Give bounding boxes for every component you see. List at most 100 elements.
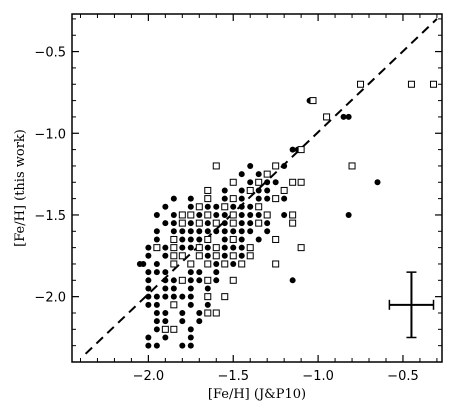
data-point-open xyxy=(212,252,220,260)
data-point-filled xyxy=(145,342,152,349)
data-point-filled xyxy=(162,252,169,259)
y-axis-label: [Fe/H] (this work) xyxy=(13,129,28,247)
data-point-filled xyxy=(204,244,211,251)
data-point-filled xyxy=(221,187,228,194)
data-point-filled xyxy=(255,236,262,243)
data-point-open xyxy=(272,195,280,203)
x-tick-label: −1.5 xyxy=(217,369,249,384)
data-point-filled xyxy=(196,318,203,325)
data-point-filled xyxy=(281,162,288,169)
y-tick-label: −1.0 xyxy=(34,127,66,142)
axes: −2.0 −1.5 −1.0 −0.5 −2.0 −1.5 −1.0 −0.5 xyxy=(34,14,442,384)
data-point-open xyxy=(212,162,220,170)
data-point-filled xyxy=(153,318,160,325)
data-point-filled xyxy=(187,228,194,235)
data-point-open xyxy=(229,211,237,219)
data-point-filled xyxy=(281,195,288,202)
data-point-filled xyxy=(162,285,169,292)
data-point-open xyxy=(204,260,212,268)
data-point-open xyxy=(204,211,212,219)
data-point-filled xyxy=(281,211,288,218)
data-point-filled xyxy=(145,244,152,251)
data-point-open xyxy=(309,97,317,105)
data-point-open xyxy=(272,235,280,243)
data-point-filled xyxy=(170,211,177,218)
data-point-open xyxy=(170,260,178,268)
data-point-open xyxy=(280,186,288,194)
data-point-filled xyxy=(187,244,194,251)
data-point-filled xyxy=(247,203,254,210)
data-point-filled xyxy=(179,236,186,243)
data-point-filled xyxy=(187,293,194,300)
data-point-filled xyxy=(179,318,186,325)
data-point-filled xyxy=(221,228,228,235)
data-point-filled xyxy=(196,228,203,235)
data-point-open xyxy=(246,244,254,252)
data-point-filled xyxy=(196,277,203,284)
data-point-filled xyxy=(145,277,152,284)
data-point-filled xyxy=(204,203,211,210)
data-point-filled xyxy=(162,203,169,210)
data-point-filled xyxy=(162,334,169,341)
data-point-filled xyxy=(238,187,245,194)
data-point-filled xyxy=(264,179,271,186)
data-point-filled xyxy=(213,277,220,284)
data-point-open xyxy=(204,186,212,194)
data-point-filled xyxy=(179,293,186,300)
data-point-filled xyxy=(213,228,220,235)
data-point-open xyxy=(357,80,365,88)
data-point-filled xyxy=(264,228,271,235)
data-point-filled xyxy=(238,236,245,243)
one-to-one-dashed-line xyxy=(84,18,438,355)
data-point-open xyxy=(212,309,220,317)
data-point-open xyxy=(221,293,229,301)
data-point-open xyxy=(229,235,237,243)
data-point-open xyxy=(255,219,263,227)
data-point-filled xyxy=(153,260,160,267)
data-point-filled xyxy=(145,252,152,259)
data-point-open xyxy=(430,80,438,88)
data-point-filled xyxy=(238,195,245,202)
data-point-open xyxy=(229,252,237,260)
data-point-filled xyxy=(170,285,177,292)
data-point-filled xyxy=(255,187,262,194)
data-point-filled xyxy=(204,228,211,235)
data-point-open xyxy=(170,325,178,333)
data-point-filled xyxy=(255,195,262,202)
data-point-open xyxy=(204,195,212,203)
data-point-filled xyxy=(247,228,254,235)
data-point-filled xyxy=(264,220,271,227)
data-point-filled xyxy=(289,277,296,284)
data-point-filled xyxy=(238,171,245,178)
data-point-filled xyxy=(204,220,211,227)
data-point-filled xyxy=(145,301,152,308)
data-point-filled xyxy=(187,326,194,333)
data-point-open xyxy=(246,186,254,194)
data-point-filled xyxy=(187,195,194,202)
data-point-open xyxy=(246,252,254,260)
data-point-filled xyxy=(179,228,186,235)
data-point-filled xyxy=(247,162,254,169)
data-point-filled xyxy=(153,309,160,316)
data-point-open xyxy=(178,252,186,260)
data-point-filled xyxy=(170,277,177,284)
data-point-filled xyxy=(238,228,245,235)
data-point-open xyxy=(297,244,305,252)
data-point-filled xyxy=(374,179,381,186)
data-point-open xyxy=(221,260,229,268)
data-point-filled xyxy=(247,179,254,186)
data-point-filled xyxy=(345,113,352,120)
data-point-open xyxy=(187,260,195,268)
data-point-filled xyxy=(187,269,194,276)
data-point-open xyxy=(204,276,212,284)
data-point-filled xyxy=(213,260,220,267)
data-point-open xyxy=(297,178,305,186)
data-point-filled xyxy=(145,334,152,341)
data-point-open xyxy=(407,80,415,88)
data-point-filled xyxy=(238,252,245,259)
data-point-filled xyxy=(153,211,160,218)
plot-frame xyxy=(71,13,443,363)
data-point-filled xyxy=(179,342,186,349)
data-point-filled xyxy=(179,309,186,316)
data-point-filled xyxy=(187,342,194,349)
